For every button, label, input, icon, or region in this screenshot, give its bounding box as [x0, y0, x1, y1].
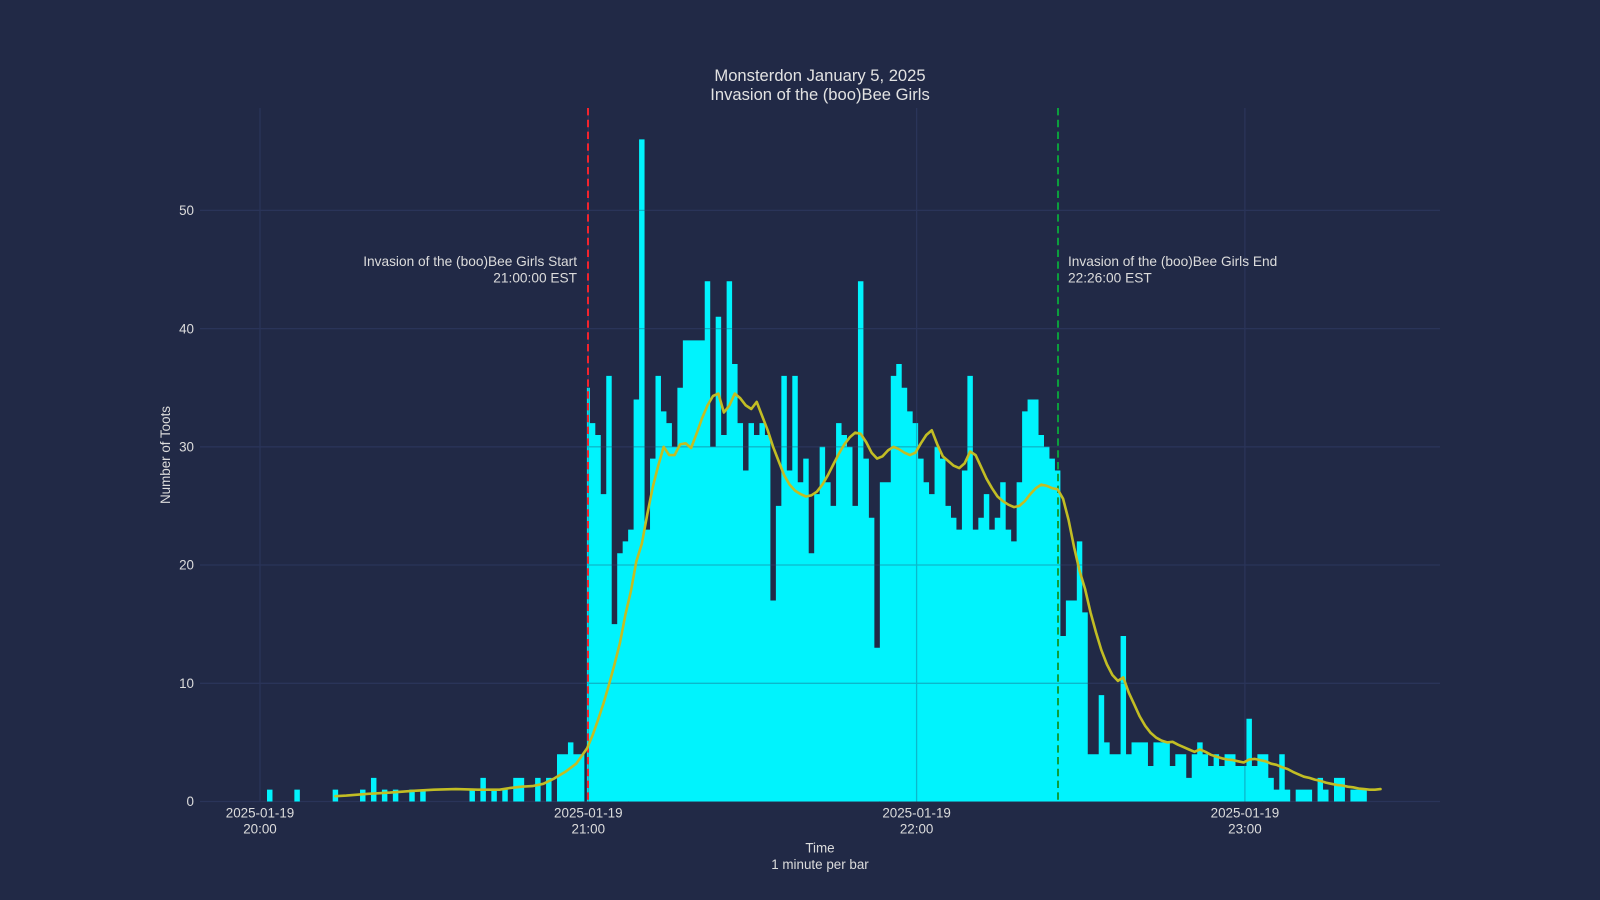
- svg-text:Invasion of the (boo)Bee Girls: Invasion of the (boo)Bee Girls Start: [363, 254, 577, 269]
- svg-text:Time: Time: [805, 841, 834, 856]
- svg-text:Invasion of the (boo)Bee Girls: Invasion of the (boo)Bee Girls End: [1068, 254, 1277, 269]
- svg-text:22:00: 22:00: [900, 822, 934, 837]
- svg-text:2025-01-19: 2025-01-19: [226, 806, 295, 821]
- svg-text:22:26:00 EST: 22:26:00 EST: [1068, 271, 1152, 286]
- svg-text:20: 20: [179, 558, 194, 573]
- svg-text:2025-01-19: 2025-01-19: [554, 806, 623, 821]
- svg-text:10: 10: [179, 676, 194, 691]
- svg-text:Number of Toots: Number of Toots: [158, 406, 173, 504]
- svg-text:50: 50: [179, 203, 194, 218]
- svg-text:2025-01-19: 2025-01-19: [1211, 806, 1280, 821]
- svg-text:1 minute per bar: 1 minute per bar: [771, 857, 869, 872]
- svg-text:Invasion of the (boo)Bee Girls: Invasion of the (boo)Bee Girls: [710, 85, 930, 104]
- svg-text:0: 0: [187, 794, 194, 809]
- svg-text:2025-01-19: 2025-01-19: [882, 806, 951, 821]
- svg-text:40: 40: [179, 321, 194, 336]
- svg-text:23:00: 23:00: [1228, 822, 1262, 837]
- svg-text:20:00: 20:00: [243, 822, 277, 837]
- svg-text:21:00: 21:00: [572, 822, 606, 837]
- svg-text:Monsterdon January 5, 2025: Monsterdon January 5, 2025: [714, 66, 925, 85]
- svg-text:21:00:00 EST: 21:00:00 EST: [493, 271, 577, 286]
- svg-text:30: 30: [179, 440, 194, 455]
